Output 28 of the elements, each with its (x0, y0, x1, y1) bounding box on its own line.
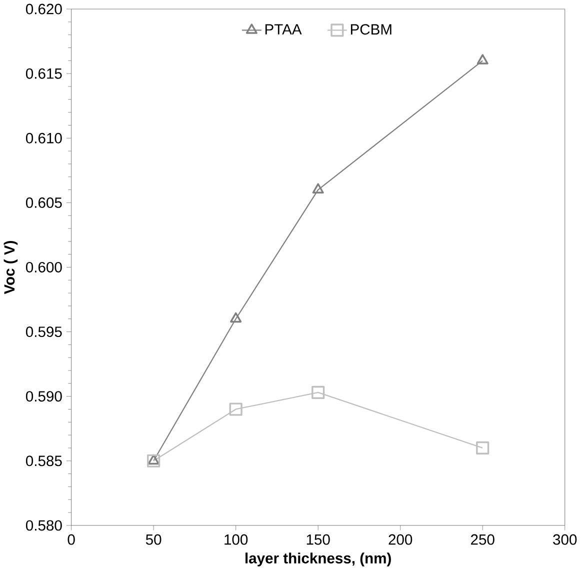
x-tick-label: 250 (471, 534, 494, 545)
point (476, 441, 490, 454)
y-tick-label: 0.605 (26, 197, 62, 208)
point (476, 54, 488, 64)
point (312, 183, 324, 194)
y-axis-title: Voc ( V) (4, 240, 18, 294)
point (312, 386, 325, 399)
y-tick-label: 0.590 (26, 390, 62, 402)
y-tick-label: 0.595 (26, 326, 62, 337)
x-tick-label: 50 (146, 534, 162, 545)
x-axis-title: layer thickness, (nm) (246, 552, 391, 566)
y-tick-label: 0.610 (26, 132, 62, 144)
x-tick-label: 0 (68, 534, 75, 545)
x-tick-label: 150 (306, 534, 330, 545)
x-tick-label: 200 (388, 534, 412, 545)
point (229, 402, 242, 416)
point (148, 454, 160, 464)
legend-label: PTAA (265, 24, 302, 34)
y-tick-label: 0.580 (26, 520, 62, 531)
point (230, 312, 242, 322)
y-tick-label: 0.600 (26, 262, 62, 272)
y-tick-label: 0.585 (26, 456, 62, 466)
y-tick-label: 0.620 (26, 4, 62, 14)
y-tick-label: 0.615 (26, 68, 62, 79)
point (147, 454, 160, 468)
x-tick-label: 300 (553, 534, 577, 545)
x-tick-label: 100 (224, 534, 248, 545)
legend-label: PCBM (350, 24, 392, 35)
